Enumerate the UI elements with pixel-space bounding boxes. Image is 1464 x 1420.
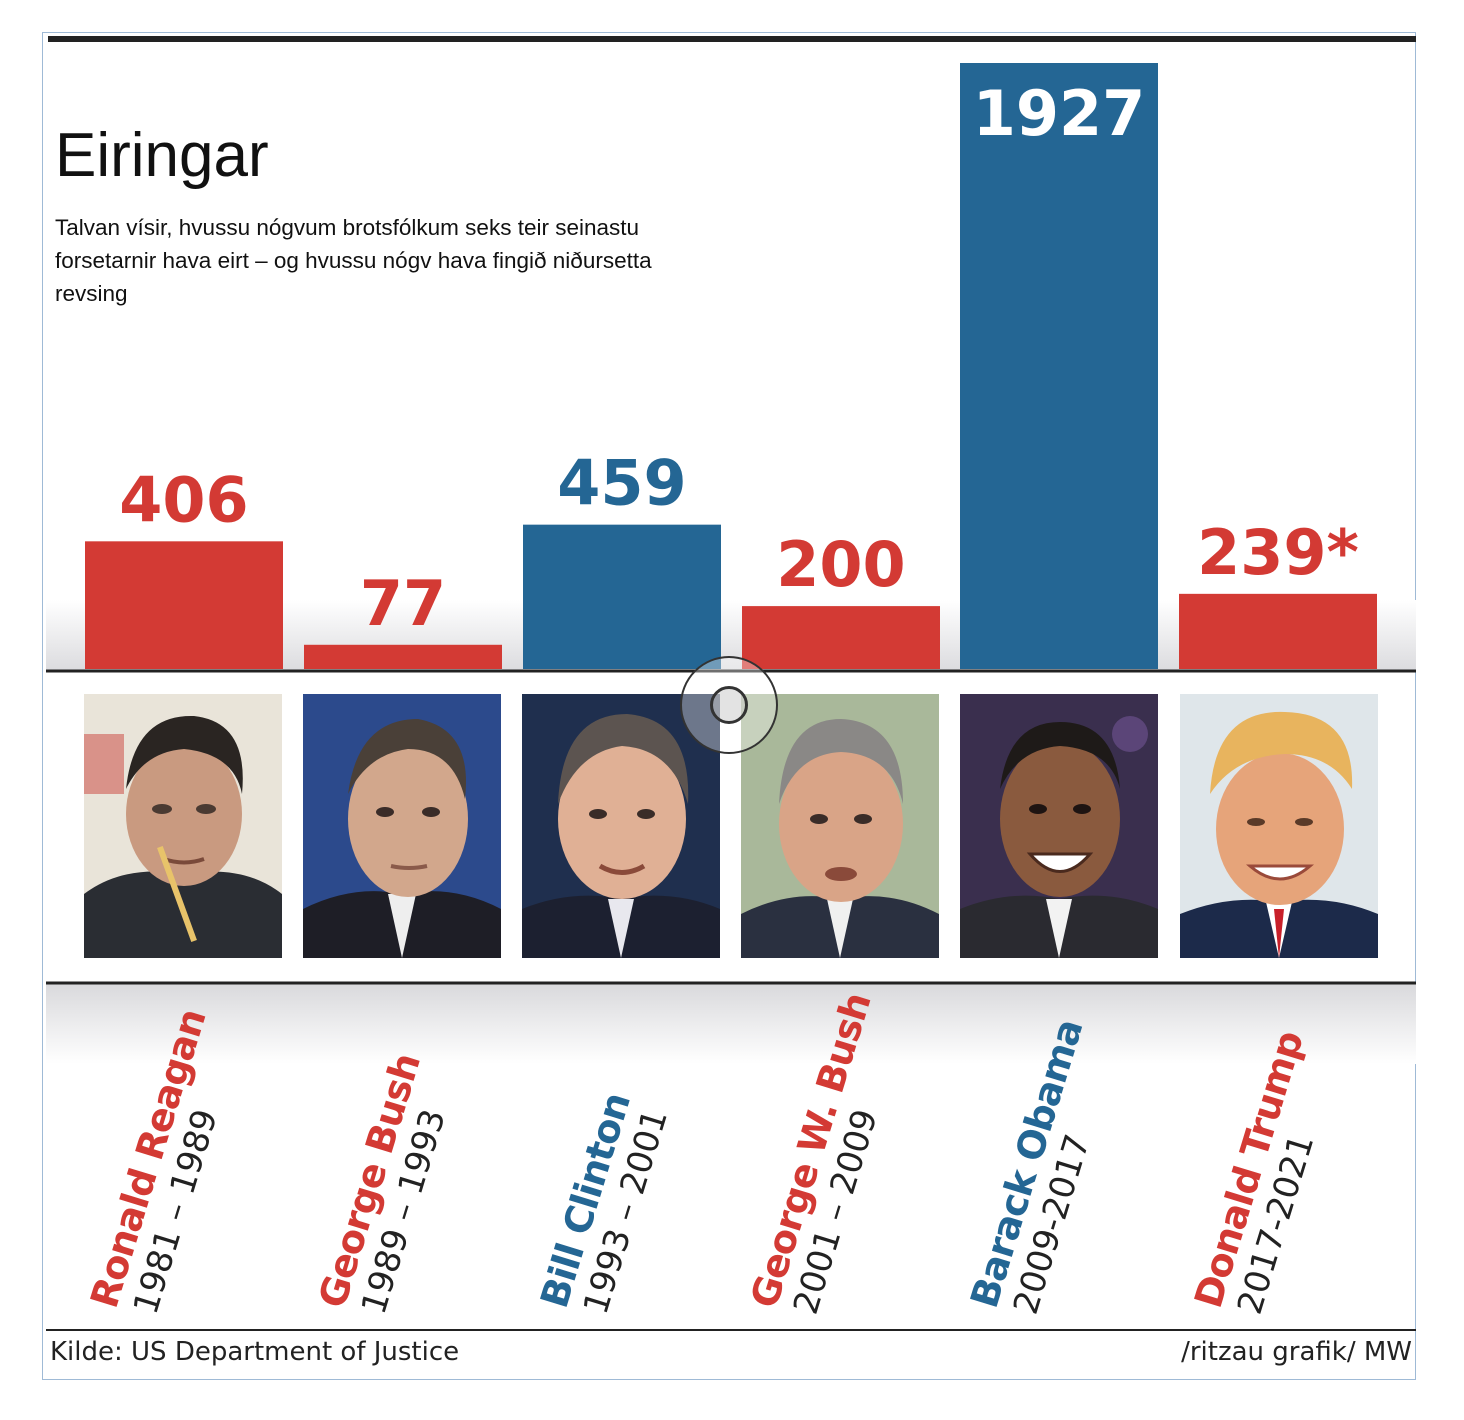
- names-shade: [46, 984, 1416, 1064]
- bar-george-bush: [304, 644, 502, 669]
- bar-ronald-reagan: [85, 541, 283, 669]
- category-label-clinton: Bill Clinton 1993 – 2001: [512, 1000, 732, 1320]
- bar-value-label: 239*: [1197, 516, 1359, 589]
- obama-portrait: [960, 694, 1158, 958]
- bar-value-label: 406: [119, 463, 248, 536]
- bush-jr-portrait: [741, 694, 939, 958]
- bar-value-label: 77: [360, 567, 446, 640]
- chart-subtitle: Talvan vísir, hvussu nógvum brotsfólkum …: [55, 215, 652, 306]
- bar-donald-trump: [1179, 593, 1377, 669]
- bar-value-label: 459: [557, 447, 686, 520]
- trump-portrait: [1180, 694, 1378, 958]
- graphic-credit: /ritzau grafik/ MW: [1181, 1337, 1412, 1367]
- bar-george-w-bush: [742, 606, 940, 669]
- bar-barack-obama: [960, 63, 1158, 669]
- bar-bill-clinton: [523, 524, 721, 669]
- pointer-cursor-dot: [710, 686, 748, 724]
- category-label-obama: Barack Obama 2009-2017: [942, 1000, 1162, 1320]
- reagan-portrait: [84, 694, 282, 958]
- bush-sr-portrait: [303, 694, 501, 958]
- category-label-bush-sr: George Bush 1989 – 1993: [290, 1000, 510, 1320]
- bar-value-label: 1927: [973, 77, 1146, 150]
- bar-value-label: 200: [776, 528, 905, 601]
- category-label-bush-jr: George W. Bush 2001 – 2009: [722, 988, 942, 1320]
- category-label-trump: Donald Trump 2017-2021: [1166, 1000, 1386, 1320]
- clinton-portrait: [522, 694, 720, 958]
- chart-title: Eiringar: [55, 121, 269, 190]
- category-label-reagan: Ronald Reagan 1981 – 1989: [62, 1000, 282, 1320]
- top-rule: [48, 36, 1416, 42]
- source-note: Kilde: US Department of Justice: [50, 1337, 460, 1367]
